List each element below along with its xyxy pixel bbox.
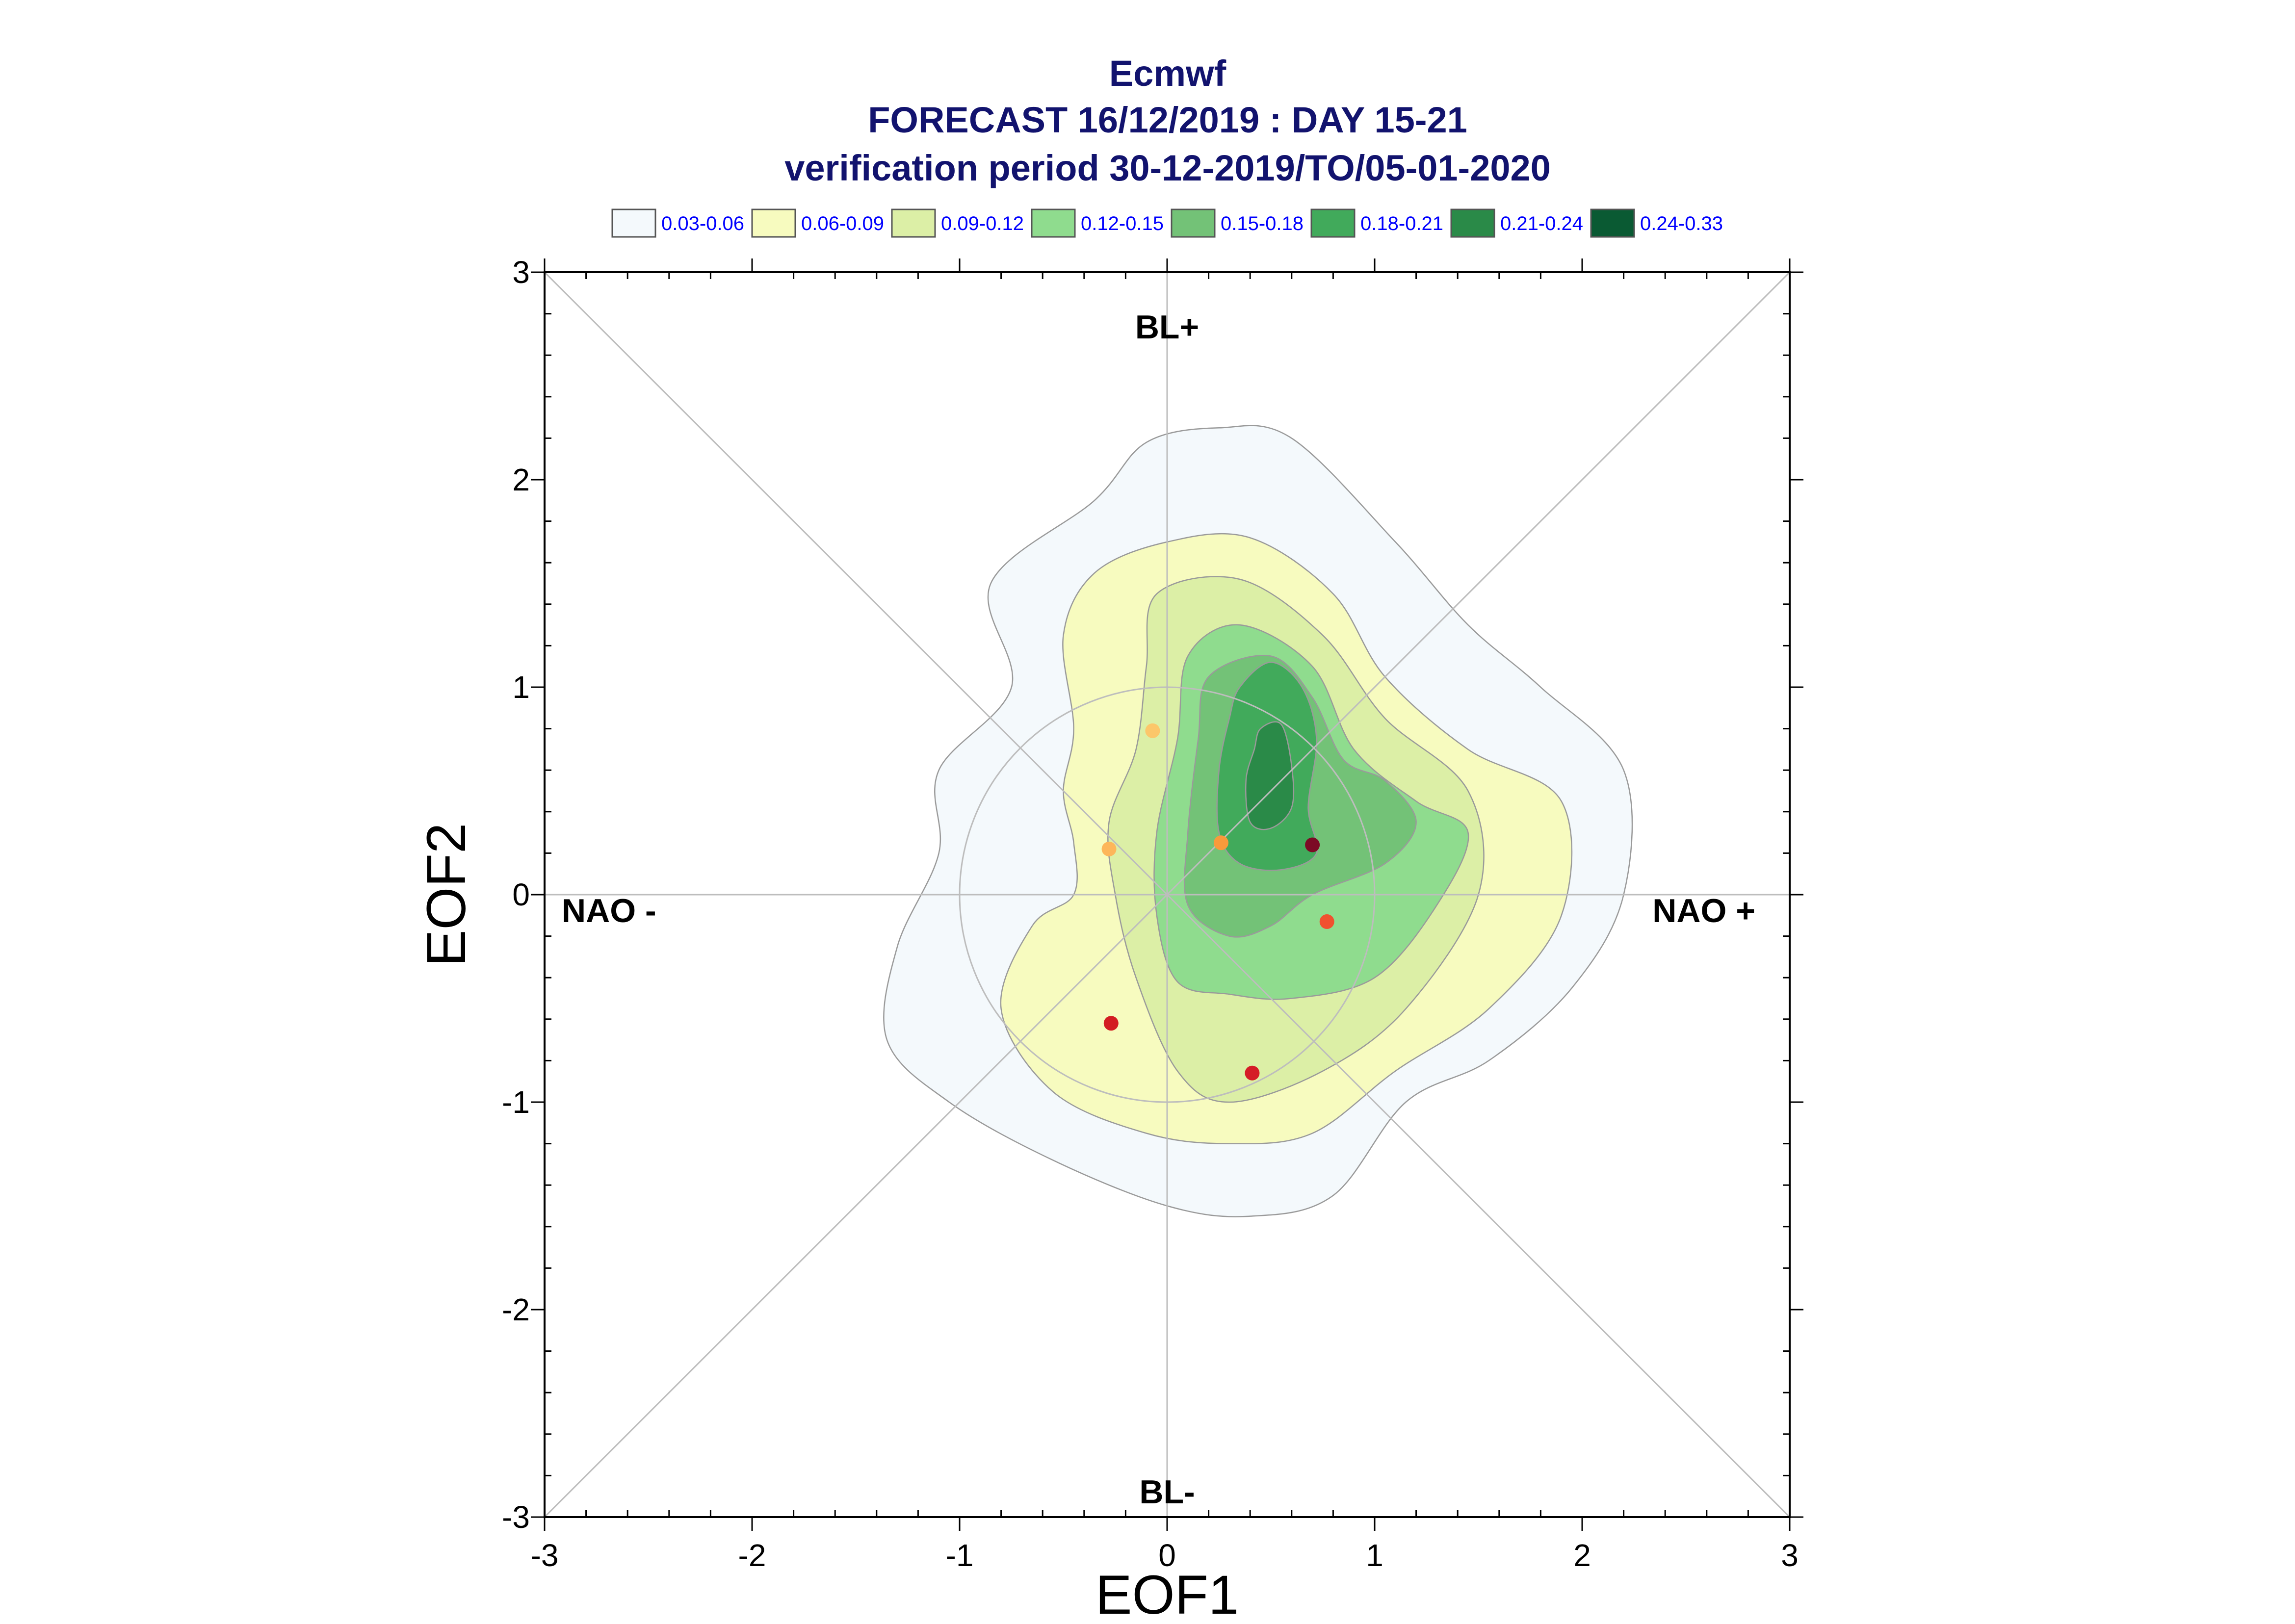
legend-swatch — [751, 208, 796, 238]
member-point — [1103, 1016, 1119, 1031]
member-point — [1319, 914, 1334, 929]
member-point — [1145, 723, 1160, 738]
legend-label: 0.21-0.24 — [1500, 213, 1583, 234]
regime-label-bottom: BL- — [1139, 1473, 1195, 1511]
legend-label: 0.15-0.18 — [1221, 213, 1304, 234]
chart-legend: 0.03-0.06 0.06-0.09 0.09-0.12 0.12-0.15 0.15… — [611, 208, 1723, 238]
legend-label: 0.09-0.12 — [941, 213, 1024, 234]
regime-label-right: NAO + — [1652, 892, 1755, 929]
legend-label: 0.06-0.09 — [801, 213, 884, 234]
y-tick-label: 3 — [512, 255, 530, 290]
axis-ticks: -3 -2 -1 0 1 2 3 3 2 1 0 -1 -2 -3 — [502, 255, 1803, 1573]
regime-labels: BL+ BL- NAO - NAO + — [562, 309, 1755, 1511]
legend-label: 0.12-0.15 — [1081, 213, 1164, 234]
regime-label-left: NAO - — [562, 892, 656, 929]
reference-guides — [545, 272, 1790, 1517]
chart-title: Ecmwf FORECAST 16/12/2019 : DAY 15-21 veri… — [784, 53, 1551, 188]
legend-swatch — [891, 208, 936, 238]
legend-label: 0.18-0.21 — [1360, 213, 1443, 234]
y-axis-label: EOF2 — [416, 823, 477, 967]
axis-labels: EOF1 EOF2 — [416, 823, 1239, 1624]
y-tick-label: 1 — [512, 670, 530, 705]
legend-label: 0.03-0.06 — [661, 213, 744, 234]
title-line-3: verification period 30-12-2019/TO/05-01-… — [784, 148, 1551, 188]
member-point — [1101, 841, 1117, 856]
legend-swatch — [1031, 208, 1076, 238]
ensemble-members — [1101, 723, 1334, 1081]
member-point — [1305, 837, 1320, 852]
legend-swatch — [1171, 208, 1216, 238]
x-tick-label: 1 — [1366, 1538, 1383, 1573]
legend-swatch — [611, 208, 656, 238]
contour-level-7 — [1245, 721, 1295, 830]
plot-area: -3 -2 -1 0 1 2 3 3 2 1 0 -1 -2 -3 BL+ BL- NAO - NAO + — [502, 255, 1803, 1573]
x-tick-label: -2 — [738, 1538, 766, 1573]
density-contours — [883, 425, 1633, 1217]
legend-swatch — [1590, 208, 1635, 238]
x-axis-label: EOF1 — [1095, 1564, 1239, 1624]
member-point — [1245, 1065, 1260, 1081]
regime-label-top: BL+ — [1135, 309, 1199, 346]
y-tick-label: 2 — [512, 462, 530, 497]
legend-label: 0.24-0.33 — [1640, 213, 1723, 234]
x-tick-label: 0 — [1158, 1538, 1176, 1573]
y-tick-label: -3 — [502, 1499, 530, 1535]
y-tick-label: -1 — [502, 1084, 530, 1120]
x-tick-label: 2 — [1573, 1538, 1591, 1573]
x-tick-label: -1 — [946, 1538, 974, 1573]
y-tick-label: 0 — [512, 877, 530, 912]
member-point — [1213, 835, 1228, 851]
reference-circle — [959, 686, 1376, 1103]
x-tick-label: 3 — [1781, 1538, 1799, 1573]
title-line-2: FORECAST 16/12/2019 : DAY 15-21 — [868, 100, 1467, 140]
y-tick-label: -2 — [502, 1292, 530, 1327]
x-tick-label: -3 — [531, 1538, 559, 1573]
legend-swatch — [1310, 208, 1356, 238]
legend-swatch — [1450, 208, 1495, 238]
title-line-1: Ecmwf — [1109, 53, 1226, 94]
